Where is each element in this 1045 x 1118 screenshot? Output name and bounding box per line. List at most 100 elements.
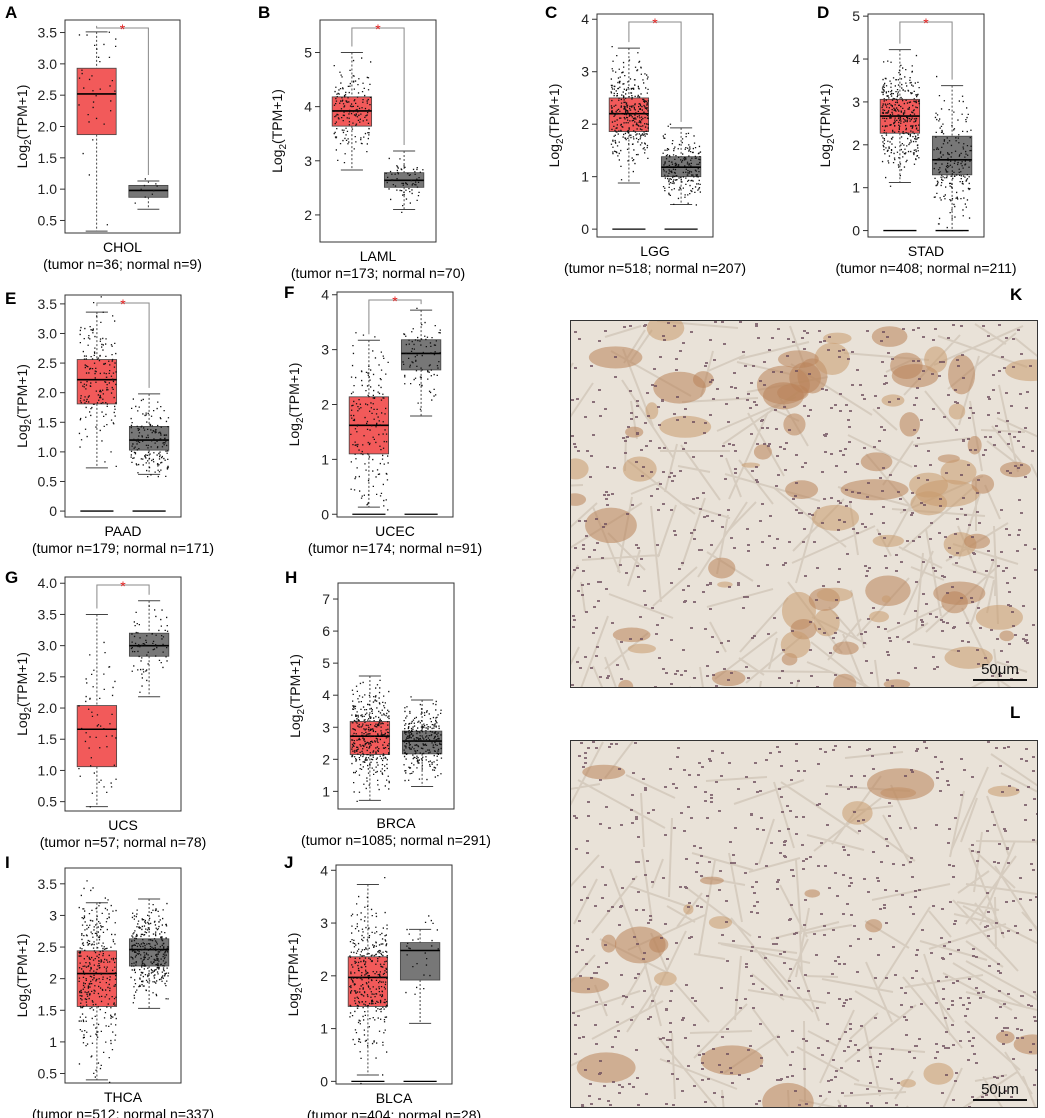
stained-cell <box>618 679 634 687</box>
stained-cell <box>964 533 991 549</box>
y-tick-label: 1 <box>581 169 589 185</box>
y-tick-label: 2 <box>852 137 860 153</box>
y-tick-label: 3.0 <box>38 638 58 654</box>
stained-cell <box>842 801 873 825</box>
y-tick-label: 7 <box>322 591 330 607</box>
x-axis-label: UCEC <box>375 523 415 539</box>
y-tick-label: 5 <box>304 44 312 60</box>
stained-cell <box>999 461 1032 478</box>
y-tick-label: 1.5 <box>38 731 58 747</box>
stained-cell <box>683 904 694 915</box>
y-tick-label: 5 <box>852 8 860 24</box>
micrograph-l: 50μm <box>570 740 1038 1108</box>
x-axis-label: PAAD <box>104 523 141 539</box>
panel-letter-e: E <box>5 289 16 308</box>
panel-letter-b: B <box>258 3 270 22</box>
panel-letter-h: H <box>285 568 297 587</box>
significance-bracket <box>899 21 953 80</box>
scalebar-label-k: 50μm <box>981 661 1019 678</box>
y-tick-label: 1 <box>321 451 329 467</box>
x-axis-label: CHOL <box>103 239 142 255</box>
normal-box <box>399 942 441 981</box>
x-axis-label: UCS <box>108 817 138 833</box>
stained-cell <box>777 350 819 369</box>
tumor-box <box>76 67 117 136</box>
y-tick-label: 2.5 <box>38 939 58 955</box>
scalebar-line-k <box>973 679 1027 681</box>
significance-star: * <box>120 21 126 37</box>
sample-caption: (tumor n=512; normal n=337) <box>32 1106 214 1118</box>
y-tick-label: 2 <box>321 397 329 413</box>
panel-letter-j: J <box>284 853 293 872</box>
significance-bracket <box>96 302 150 388</box>
y-tick-label: 4 <box>304 99 312 115</box>
stained-cell <box>881 394 905 407</box>
significance-star: * <box>923 15 929 31</box>
chart-panel-e: E 0 0.5 1.0 1.5 2.0 2.5 3.0 3.5 Log2(TPM+1) PAAD(t… <box>5 289 214 556</box>
stained-cell <box>891 364 939 388</box>
y-tick-label: 1.0 <box>38 181 58 197</box>
y-axis-label: Log2(TPM+1) <box>14 364 34 448</box>
stained-cell <box>780 631 811 659</box>
y-tick-label: 1.5 <box>38 150 58 166</box>
y-tick-label: 2.5 <box>38 87 58 103</box>
significance-star: * <box>120 578 126 594</box>
significance-star: * <box>652 15 658 31</box>
tumor-sample-dots <box>351 679 390 802</box>
stained-cell <box>753 444 772 460</box>
y-axis-label: Log2(TPM+1) <box>546 84 566 168</box>
y-tick-label: 1.0 <box>38 444 58 460</box>
stained-cell <box>944 646 993 669</box>
stained-cell <box>996 1031 1015 1044</box>
stained-cell <box>654 971 677 986</box>
significance-bracket <box>96 25 149 176</box>
y-tick-label: 3.5 <box>38 606 58 622</box>
stained-cell <box>933 581 986 605</box>
tumor-sample-dots <box>349 877 388 1085</box>
y-tick-label: 0 <box>321 506 329 522</box>
stained-cell <box>1013 1034 1037 1055</box>
panel-letter-l: L <box>1010 703 1021 722</box>
stained-cell <box>622 456 657 482</box>
y-tick-label: 0 <box>852 223 860 239</box>
sample-caption: (tumor n=408; normal n=211) <box>835 260 1016 276</box>
tumor-sample-dots <box>881 54 920 187</box>
stained-cell <box>881 595 891 603</box>
stained-cell-clusters <box>571 764 1037 1107</box>
stained-cell <box>585 507 637 544</box>
y-tick-label: 1 <box>320 1021 328 1037</box>
y-tick-label: 0.5 <box>38 473 58 489</box>
y-tick-label: 3 <box>304 153 312 169</box>
chart-panel-a: A 0.5 1.0 1.5 2.0 2.5 3.0 3.5 Log2(TPM+1) CHOL(tu… <box>5 3 202 272</box>
tumor-box <box>76 705 118 768</box>
y-tick-label: 4 <box>320 862 328 878</box>
y-axis-label: Log2(TPM+1) <box>285 933 305 1017</box>
stained-cell <box>783 413 806 436</box>
y-axis-label: Log2(TPM+1) <box>269 89 289 173</box>
panel-letter-a: A <box>5 3 17 22</box>
plot-frame-d <box>867 13 985 238</box>
significance-star: * <box>392 293 398 309</box>
tumor-sample-dots <box>78 296 117 467</box>
y-tick-label: 0 <box>320 1073 328 1089</box>
y-axis-label: Log2(TPM+1) <box>14 934 34 1018</box>
stained-cell <box>649 936 669 953</box>
x-axis-label: LAML <box>360 248 397 264</box>
y-tick-label: 2 <box>304 207 312 223</box>
tumor-box <box>349 721 391 755</box>
y-tick-label: 5 <box>322 655 330 671</box>
chart-panel-h: H 1 2 3 4 5 6 7 Log2(TPM+1) BRCA(tumor n=1085; no… <box>285 568 491 848</box>
stained-cell <box>653 371 706 404</box>
y-axis-label: Log2(TPM+1) <box>286 363 306 447</box>
scalebar-l: 50μm <box>973 1081 1027 1101</box>
stained-cell <box>814 342 850 375</box>
stained-cell <box>923 1062 954 1085</box>
scalebar-k: 50μm <box>973 661 1027 681</box>
sample-caption: (tumor n=57; normal n=78) <box>40 834 207 850</box>
stained-cell <box>865 575 911 606</box>
stained-cell <box>627 643 656 654</box>
stained-cell <box>910 491 948 516</box>
cell-nuclei <box>572 741 1037 1107</box>
stained-cell <box>832 641 859 655</box>
sample-caption: (tumor n=518; normal n=207) <box>564 260 746 276</box>
